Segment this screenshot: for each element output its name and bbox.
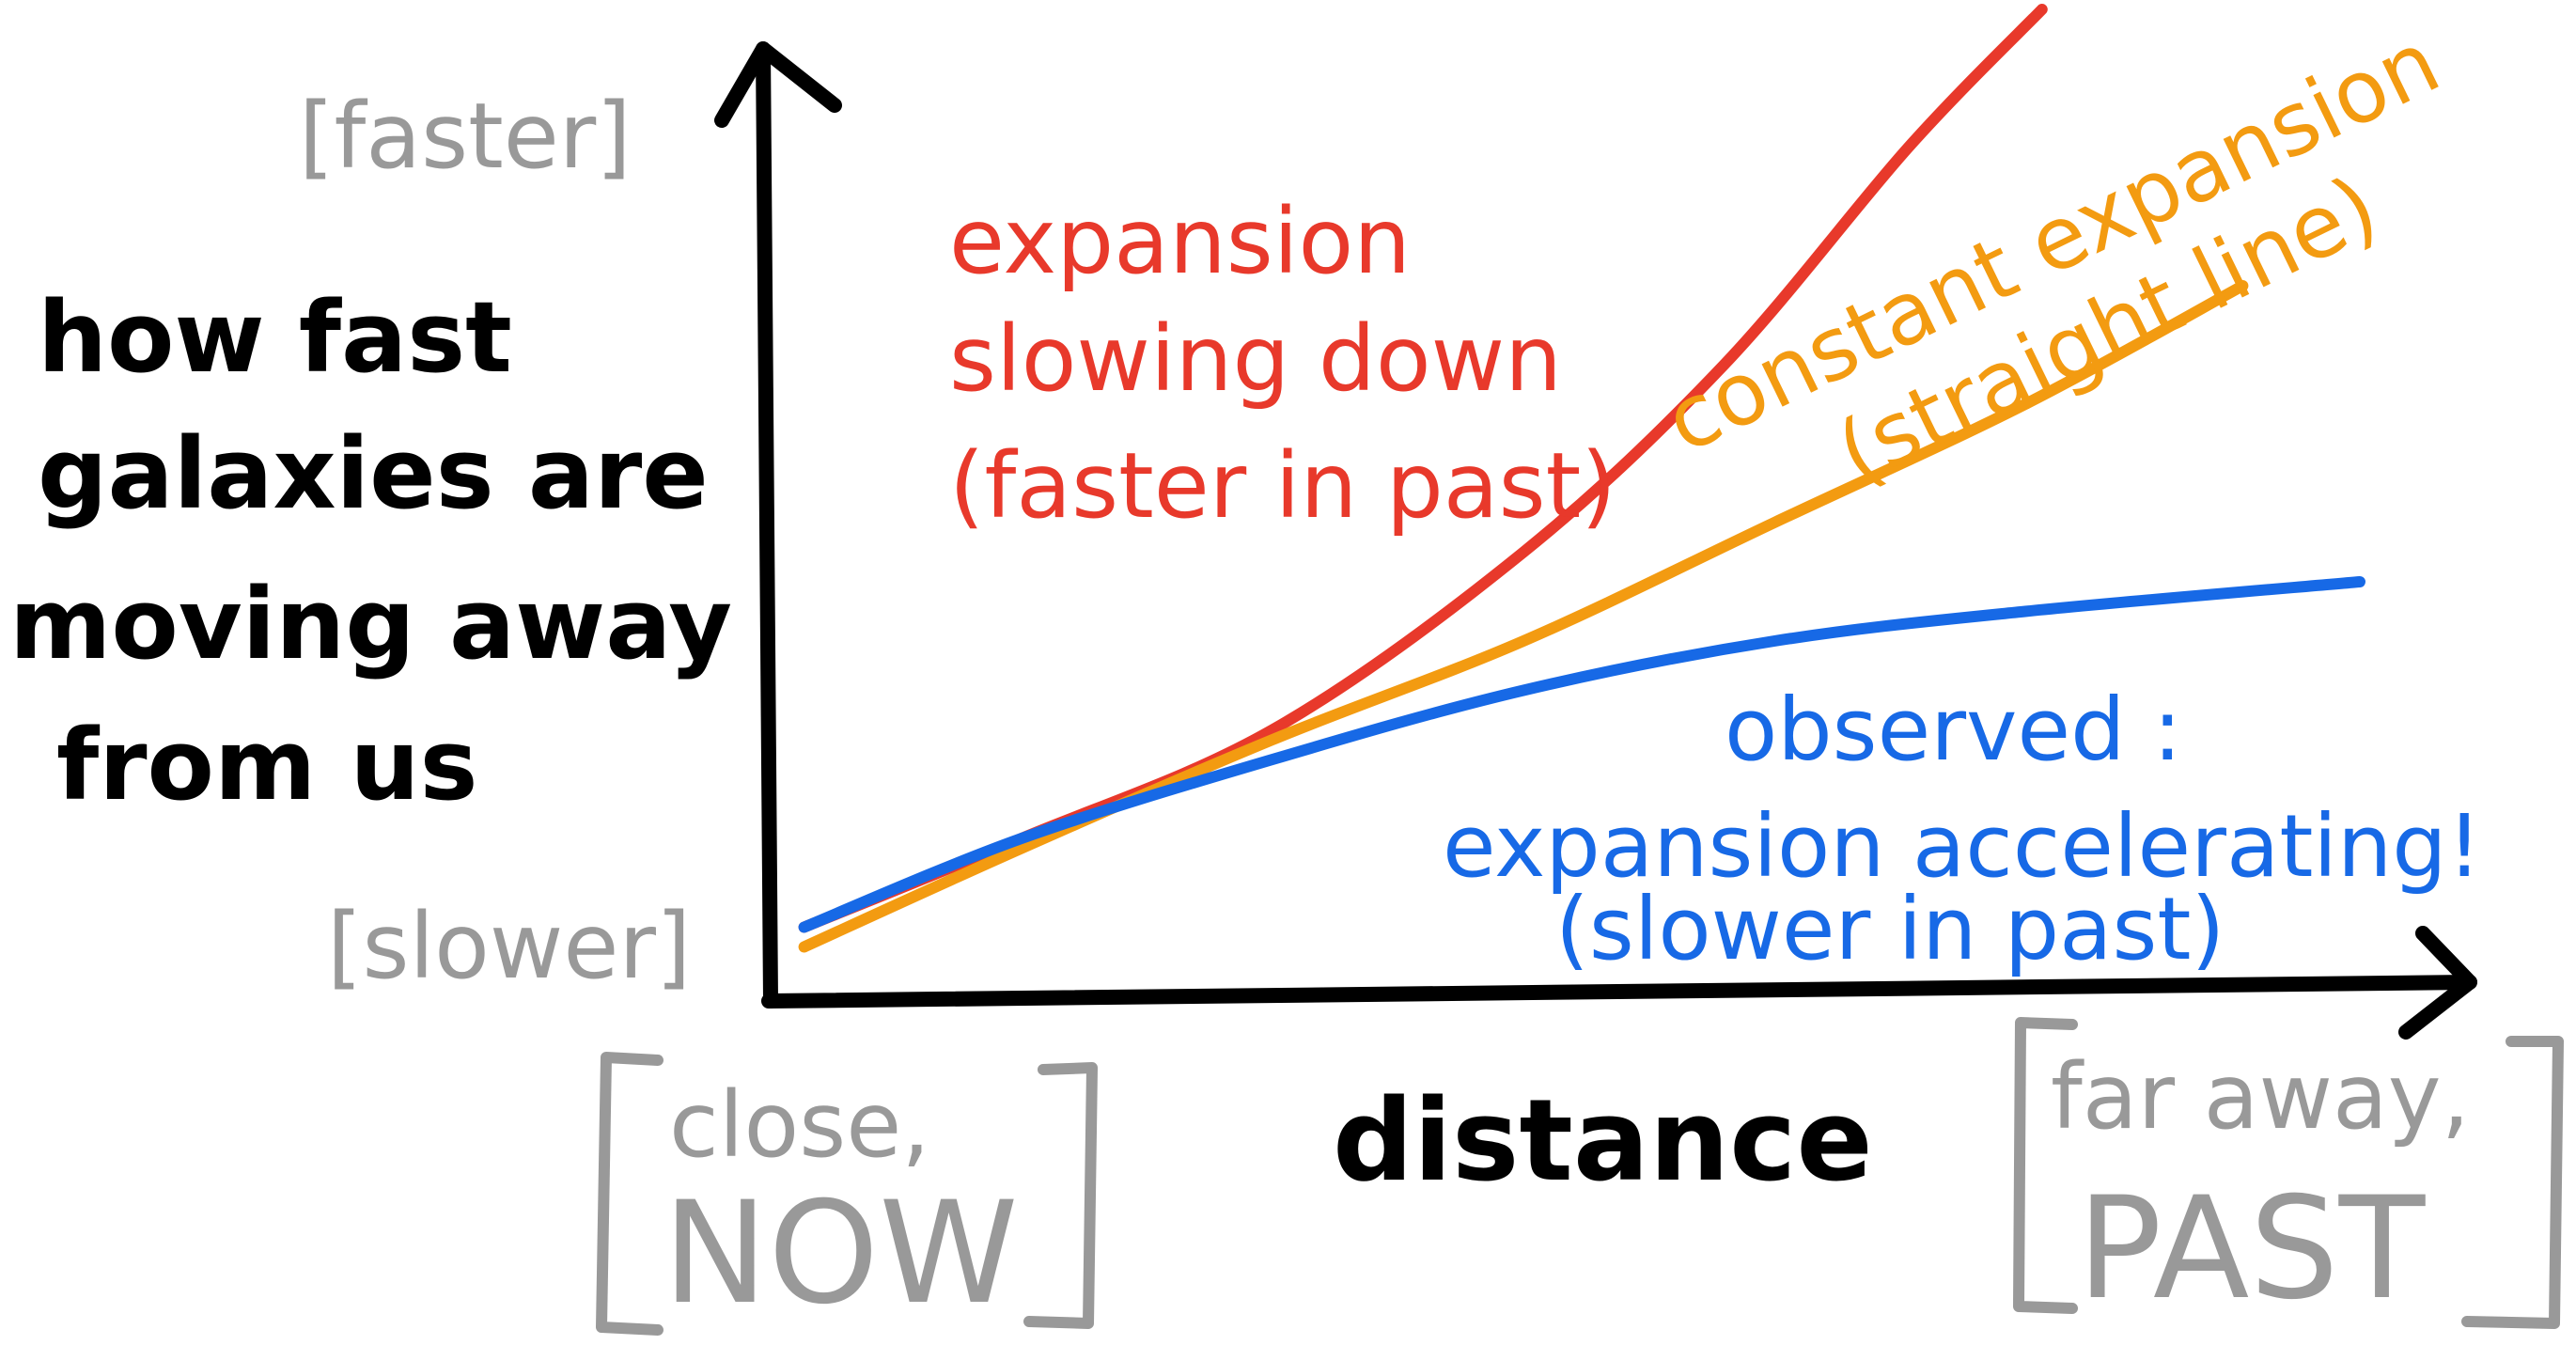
series-annotation-1: constant expansion(straight line): [1650, 11, 2455, 504]
y-marker-bottom: [slower]: [327, 894, 691, 999]
y-axis-arrowhead: [714, 41, 842, 128]
right-bracket-open: [2013, 1017, 2078, 1314]
x-axis-line: [761, 975, 2477, 1009]
series-line-1: [798, 280, 2249, 953]
y-axis-markers: [faster] [slower]: [299, 84, 691, 999]
series-annotation-line: observed :: [1725, 680, 2182, 780]
x-axis-arrowhead: [2398, 926, 2477, 1040]
y-marker-top: [faster]: [299, 84, 632, 189]
y-axis-label: how fast galaxies are moving away from u…: [9, 280, 732, 822]
y-axis-line: [756, 41, 778, 1009]
series-annotation-line: expansion accelerating!: [1443, 796, 2482, 897]
series-annotation-line: (slower in past): [1555, 879, 2225, 979]
axes: [714, 41, 2477, 1040]
right-bracket-close: [2461, 1036, 2564, 1329]
y-axis-label-line: how fast: [38, 280, 512, 395]
left-bracket-close: [1023, 1062, 1098, 1329]
y-axis-label-line: moving away: [9, 567, 732, 681]
x-axis-label: distance: [1333, 1076, 1873, 1207]
x-marker-right: far away, PAST: [2013, 1017, 2564, 1331]
annotation-layer: expansion slowing down (faster in past) con…: [949, 11, 2482, 979]
series-annotation-0: expansion slowing down (faster in past): [949, 189, 1616, 539]
series-annotation-line: (faster in past): [949, 433, 1616, 539]
x-marker-right-line-2: PAST: [2077, 1167, 2427, 1331]
series-line-2: [798, 576, 2365, 933]
series-annotation-line: expansion: [949, 189, 1411, 294]
left-bracket-open: [596, 1052, 664, 1336]
y-axis-label-line: from us: [56, 708, 478, 822]
x-marker-left: close, NOW: [596, 1052, 1098, 1336]
series-annotation-line: slowing down: [949, 306, 1562, 412]
x-marker-left-line-1: close,: [669, 1072, 930, 1178]
y-axis-label-line: galaxies are: [38, 416, 709, 531]
x-marker-left-line-2: NOW: [663, 1172, 1019, 1336]
series-layer: [798, 4, 2365, 953]
x-marker-right-line-1: far away,: [2051, 1044, 2470, 1150]
series-annotation-2: observed : expansion accelerating!(slower…: [1443, 680, 2482, 979]
